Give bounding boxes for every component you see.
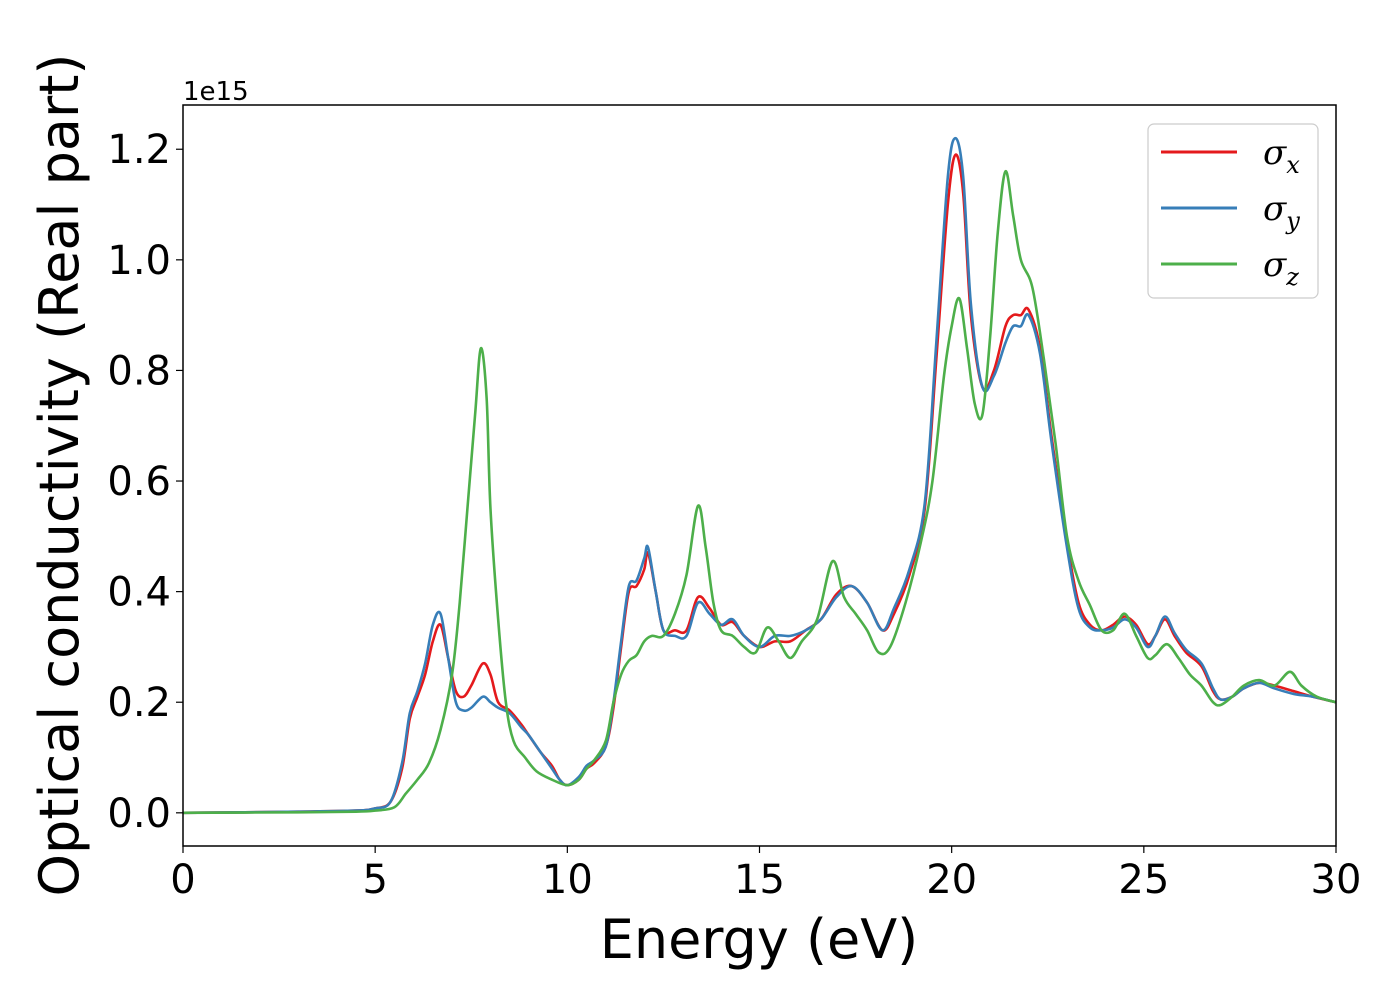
x-tick-label: 15	[734, 857, 785, 903]
x-tick-label: 5	[362, 857, 387, 903]
x-tick-label: 10	[542, 857, 593, 903]
x-axis-title: Energy (eV)	[600, 908, 919, 971]
y-tick-label: 1.0	[107, 238, 171, 284]
y-tick-label: 0.2	[107, 680, 171, 726]
legend-label-z: σz	[1263, 245, 1299, 291]
series-layer	[183, 136, 1336, 815]
y-tick-label: 0.8	[107, 348, 171, 394]
y-tick-label: 1.2	[107, 127, 171, 173]
y-tick-label: 0.4	[107, 570, 171, 616]
x-axis-ticks: 0 5 10 15 20 25 30	[170, 846, 1361, 903]
series-line-x	[183, 153, 1336, 815]
y-axis-offset-text: 1e15	[183, 77, 249, 107]
series-line-z	[183, 170, 1336, 815]
y-tick-label: 0.6	[107, 459, 171, 505]
legend-frame	[1147, 123, 1319, 299]
y-axis-title: Optical conductivity (Real part)	[28, 54, 91, 897]
x-tick-label: 20	[926, 857, 977, 903]
x-tick-label: 30	[1311, 857, 1362, 903]
y-tick-label: 0.0	[107, 791, 171, 837]
x-tick-label: 25	[1118, 857, 1169, 903]
x-tick-label: 0	[170, 857, 195, 903]
y-axis-ticks: 0.0 0.2 0.4 0.6 0.8 1.0 1.2	[107, 127, 183, 837]
